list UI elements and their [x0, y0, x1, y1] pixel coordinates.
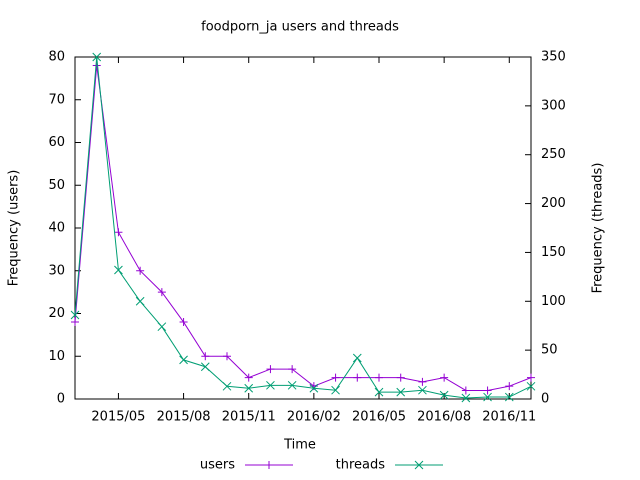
- point: [418, 377, 427, 386]
- plot-frame: [74, 56, 532, 400]
- point: [244, 383, 254, 393]
- point: [200, 362, 210, 372]
- y-tick-label: 0: [57, 392, 65, 407]
- point: [70, 310, 80, 320]
- x-tick-label: 2015/08: [157, 410, 211, 425]
- y-tick-label: 70: [48, 92, 65, 107]
- point: [461, 386, 470, 395]
- y2-tick-label: 250: [541, 147, 566, 162]
- x-tick-label: 2016/08: [417, 410, 471, 425]
- point: [483, 392, 492, 402]
- point: [266, 380, 275, 390]
- point: [526, 381, 536, 391]
- y2-tick-label: 0: [541, 392, 549, 407]
- y-tick-label: 50: [48, 178, 65, 193]
- point: [222, 381, 232, 391]
- y-axis-label: Frequency (users): [7, 170, 22, 287]
- x-tick-label: 2016/02: [287, 410, 341, 425]
- y2-tick-label: 150: [541, 245, 566, 260]
- point: [439, 390, 449, 400]
- point: [223, 352, 231, 361]
- y-tick-label: 60: [48, 135, 65, 150]
- point: [309, 383, 319, 393]
- point: [287, 380, 297, 390]
- point: [331, 385, 340, 395]
- point: [179, 355, 188, 365]
- y-tick-label: 80: [48, 50, 65, 65]
- y-tick-label: 40: [48, 221, 65, 236]
- point: [114, 265, 123, 275]
- chart-title: foodporn_ja users and threads: [201, 20, 399, 35]
- y-tick-label: 20: [48, 306, 65, 321]
- point: [288, 365, 297, 374]
- x-tick-label: 2016/05: [352, 410, 406, 425]
- x-tick-label: 2015/05: [91, 410, 145, 425]
- y2-axis-label: Frequency (threads): [591, 163, 606, 294]
- point: [114, 228, 123, 237]
- point: [353, 373, 362, 382]
- point: [374, 387, 384, 397]
- legend-label: users: [200, 458, 235, 473]
- y2-tick-label: 100: [541, 294, 566, 309]
- legend-marker: [414, 460, 424, 470]
- point: [179, 318, 188, 327]
- y2-tick-label: 300: [541, 98, 566, 113]
- point: [92, 52, 102, 62]
- point: [504, 392, 514, 402]
- point: [375, 373, 383, 382]
- series-line: [74, 65, 532, 391]
- point: [461, 393, 471, 403]
- point: [201, 352, 210, 361]
- point: [440, 373, 449, 382]
- y2-tick-label: 350: [541, 50, 566, 65]
- point: [331, 373, 340, 382]
- point: [71, 318, 79, 327]
- point: [135, 296, 145, 306]
- y-tick-label: 10: [48, 349, 65, 364]
- point: [157, 322, 167, 332]
- point: [244, 373, 253, 382]
- x-axis-label: Time: [283, 438, 316, 453]
- point: [418, 385, 427, 395]
- legend-label: threads: [336, 458, 386, 473]
- x-tick-label: 2015/11: [222, 410, 276, 425]
- point: [266, 365, 275, 374]
- series-line: [74, 56, 532, 399]
- point: [396, 387, 406, 397]
- point: [352, 353, 362, 363]
- point: [483, 386, 492, 395]
- legend-marker: [265, 461, 273, 469]
- point: [396, 373, 405, 382]
- point: [136, 266, 145, 275]
- point: [505, 382, 514, 391]
- point: [157, 288, 166, 297]
- y-tick-label: 30: [48, 263, 65, 278]
- x-tick-label: 2016/11: [482, 410, 536, 425]
- y2-tick-label: 200: [541, 196, 566, 211]
- y2-tick-label: 50: [541, 343, 558, 358]
- point: [527, 373, 535, 382]
